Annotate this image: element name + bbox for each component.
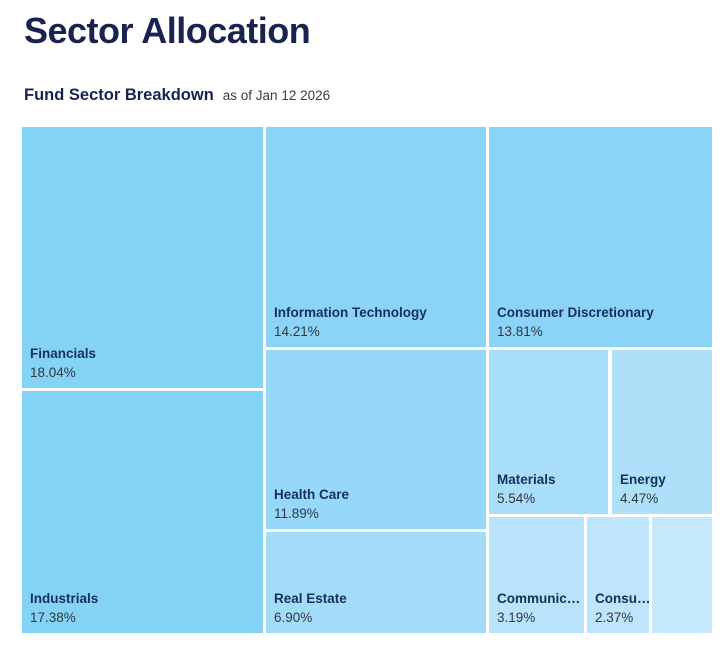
tile-label: Communic… 3.19% bbox=[497, 589, 584, 627]
tile-sector-value: 6.90% bbox=[274, 610, 313, 625]
tile-label: Information Technology 14.21% bbox=[274, 303, 486, 341]
as-of-date: as of Jan 12 2026 bbox=[222, 88, 331, 103]
treemap-tile-financials[interactable]: Financials 18.04% bbox=[22, 127, 263, 388]
tile-label: Industrials 17.38% bbox=[30, 589, 263, 627]
tile-sector-value: 13.81% bbox=[497, 324, 543, 339]
chart-subtitle-row: Fund Sector Breakdown as of Jan 12 2026 bbox=[24, 86, 330, 105]
chart-subtitle: Fund Sector Breakdown bbox=[24, 86, 214, 104]
tile-label: Materials 5.54% bbox=[497, 470, 608, 508]
tile-label: Consumer Discretionary 13.81% bbox=[497, 303, 712, 341]
tile-sector-value: 17.38% bbox=[30, 610, 76, 625]
tile-sector-name: Consu… bbox=[595, 591, 649, 606]
treemap-tile-energy[interactable]: Energy 4.47% bbox=[612, 350, 712, 514]
tile-label: Health Care 11.89% bbox=[274, 485, 486, 523]
tile-sector-name: Information Technology bbox=[274, 305, 427, 320]
tile-label: Consu… 2.37% bbox=[595, 589, 649, 627]
sector-treemap: Financials 18.04% Industrials 17.38% Inf… bbox=[22, 127, 712, 633]
treemap-tile-unlabeled[interactable] bbox=[652, 517, 712, 633]
tile-label: Energy 4.47% bbox=[620, 470, 712, 508]
tile-sector-value: 11.89% bbox=[274, 506, 319, 521]
tile-sector-value: 14.21% bbox=[274, 324, 320, 339]
treemap-tile-industrials[interactable]: Industrials 17.38% bbox=[22, 391, 263, 633]
treemap-tile-information-technology[interactable]: Information Technology 14.21% bbox=[266, 127, 486, 347]
treemap-tile-health-care[interactable]: Health Care 11.89% bbox=[266, 350, 486, 529]
tile-sector-value: 3.19% bbox=[497, 610, 536, 625]
tile-label: Financials 18.04% bbox=[30, 344, 263, 382]
tile-sector-name: Financials bbox=[30, 346, 97, 361]
tile-label: Real Estate 6.90% bbox=[274, 589, 486, 627]
tile-sector-name: Health Care bbox=[274, 487, 350, 502]
tile-sector-name: Consumer Discretionary bbox=[497, 305, 654, 320]
tile-sector-name: Industrials bbox=[30, 591, 99, 606]
treemap-tile-real-estate[interactable]: Real Estate 6.90% bbox=[266, 532, 486, 633]
tile-sector-name: Communic… bbox=[497, 591, 581, 606]
tile-sector-name: Materials bbox=[497, 472, 556, 487]
tile-sector-name: Real Estate bbox=[274, 591, 347, 606]
tile-sector-name: Energy bbox=[620, 472, 666, 487]
treemap-tile-communication[interactable]: Communic… 3.19% bbox=[489, 517, 584, 633]
treemap-tile-consumer-discretionary[interactable]: Consumer Discretionary 13.81% bbox=[489, 127, 712, 347]
treemap-tile-materials[interactable]: Materials 5.54% bbox=[489, 350, 608, 514]
tile-sector-value: 5.54% bbox=[497, 491, 536, 506]
page-title: Sector Allocation bbox=[24, 10, 311, 51]
tile-sector-value: 2.37% bbox=[595, 610, 634, 625]
tile-sector-value: 4.47% bbox=[620, 491, 659, 506]
tile-sector-value: 18.04% bbox=[30, 365, 76, 380]
treemap-tile-consumer-staples[interactable]: Consu… 2.37% bbox=[587, 517, 649, 633]
